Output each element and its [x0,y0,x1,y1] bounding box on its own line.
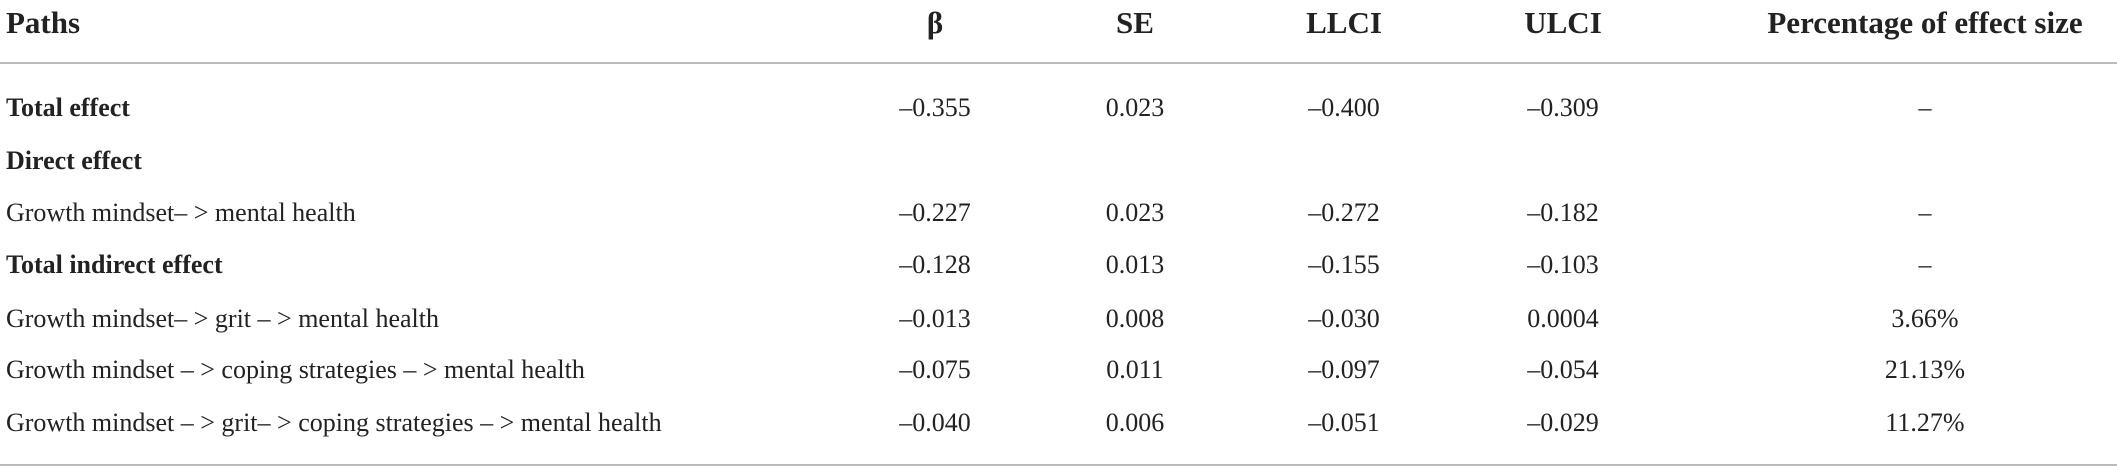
path-cell: Paths [6,5,81,40]
beta-cell: –0.355 [899,93,971,122]
percentage-cell: Percentage of effect size [1767,5,2083,40]
beta-cell: –0.128 [899,250,971,279]
llci-cell: –0.030 [1308,304,1380,333]
path-cell: Total indirect effect [6,250,223,279]
llci-cell: –0.155 [1308,250,1380,279]
ulci-cell: 0.0004 [1527,304,1599,333]
header-rule [0,62,2117,64]
beta-cell: β [926,5,944,40]
ulci-cell: –0.029 [1527,408,1599,437]
percentage-cell: 11.27% [1885,408,1965,437]
llci-cell: –0.051 [1308,408,1380,437]
beta-cell: –0.075 [899,355,971,384]
beta-cell: –0.040 [899,408,971,437]
llci-cell: LLCI [1306,5,1382,40]
bottom-rule [0,464,2117,466]
percentage-cell: 21.13% [1884,355,1966,384]
percentage-cell: – [1918,198,1932,227]
se-cell: 0.013 [1105,250,1165,279]
se-cell: 0.011 [1106,355,1164,384]
beta-cell: –0.013 [899,304,971,333]
llci-cell: –0.097 [1308,355,1380,384]
ulci-cell: ULCI [1524,5,1602,40]
path-cell: Growth mindset – > coping strategies – >… [6,355,585,384]
se-cell: 0.023 [1105,198,1165,227]
ulci-cell: –0.054 [1527,355,1599,384]
ulci-cell: –0.182 [1527,198,1599,227]
percentage-cell: 3.66% [1891,304,1959,333]
path-cell: Total effect [6,93,130,122]
path-cell: Growth mindset– > grit – > mental health [6,304,439,333]
beta-cell: –0.227 [899,198,971,227]
path-cell: Direct effect [6,146,142,175]
path-cell: Growth mindset – > grit– > coping strate… [6,408,662,437]
ulci-cell: –0.103 [1527,250,1599,279]
llci-cell: –0.400 [1308,93,1380,122]
percentage-cell: – [1918,250,1932,279]
se-cell: SE [1116,5,1154,40]
path-cell: Growth mindset– > mental health [6,198,356,227]
ulci-cell: –0.309 [1527,93,1599,122]
llci-cell: –0.272 [1308,198,1380,227]
percentage-cell: – [1918,93,1932,122]
se-cell: 0.023 [1105,93,1165,122]
se-cell: 0.006 [1105,408,1165,437]
se-cell: 0.008 [1105,304,1165,333]
